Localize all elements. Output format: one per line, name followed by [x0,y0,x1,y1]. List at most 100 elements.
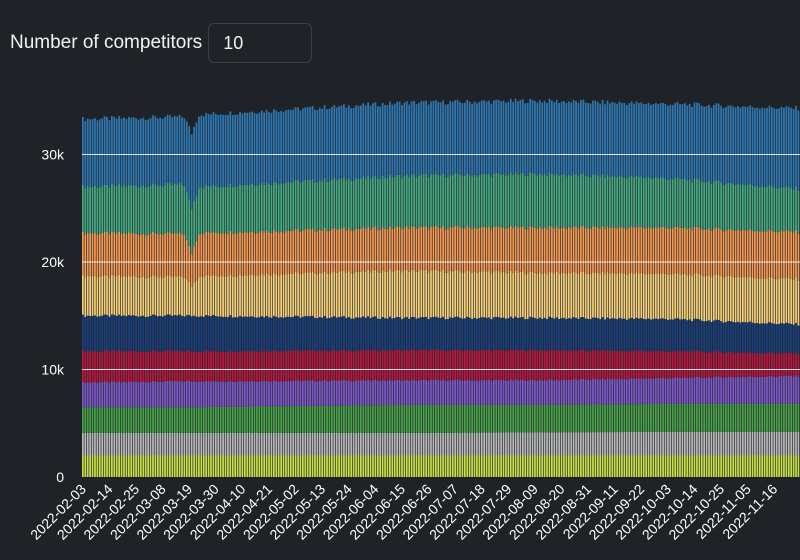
bar-segment [246,232,249,276]
bar-segment [193,455,195,477]
bar-segment [531,172,534,227]
bar-segment [391,228,394,272]
bar-segment [725,352,727,378]
bar-segment [705,377,708,404]
bar-segment [328,230,331,274]
bar-segment [577,273,580,319]
bar-segment [246,112,249,185]
bar-segment [775,232,778,280]
bar-segment [565,274,568,320]
bar-segment [766,455,768,477]
bar-segment [775,431,778,456]
bar-segment [297,432,299,456]
bar-segment [343,432,345,456]
bar-segment [84,383,87,408]
bar-segment [787,403,790,432]
bar-segment [543,404,546,433]
bar-segment [425,174,428,227]
bar-segment [161,351,164,383]
bar-segment [256,381,258,407]
bar-segment [454,270,457,317]
bar-segment [393,432,396,456]
bar-segment [601,173,604,226]
bar-segment [350,108,353,181]
bar-segment [246,351,249,382]
bar-segment [140,316,142,352]
bar-segment [553,455,556,477]
bar-segment [587,455,589,477]
bar-segment [224,381,227,407]
bar-segment [773,278,776,324]
bar-segment [280,183,282,232]
bar-segment [613,318,616,351]
bar-segment [480,226,483,272]
bar-segment [558,455,560,477]
bar-segment [89,119,91,188]
bar-segment [737,376,739,404]
bar-segment [335,405,338,433]
bar-segment [144,278,147,318]
bar-segment [638,404,640,432]
bar-segment [171,381,174,408]
competitors-input[interactable] [208,23,313,63]
bar-segment [505,318,507,351]
bar-segment [447,319,449,352]
bar-segment [770,376,773,404]
bar-segment [253,381,256,407]
bar-segment [350,455,353,477]
bar-segment [575,432,577,456]
bar-segment [671,179,674,229]
bar-segment [681,227,684,275]
bar-segment [386,350,389,381]
bar-segment [393,318,396,351]
bar-segment [285,231,287,275]
bar-segment [500,455,502,477]
bar-segment [444,381,447,405]
bar-segment [676,102,679,178]
bar-segment [792,376,795,404]
bar-segment [140,432,142,456]
bar-segment [345,455,348,477]
bar-segment [393,176,396,229]
bar-segment [473,227,476,272]
bar-segment [594,350,597,379]
bar-segment [123,232,125,276]
bar-segment [471,273,473,320]
bar-segment [514,172,517,226]
bar-segment [657,227,660,275]
bar-segment [214,455,217,477]
bar-segment [551,173,553,228]
bar-segment [746,184,749,231]
bar-segment [756,277,759,323]
bar-segment [248,455,251,477]
bar-segment [596,318,599,351]
bar-segment [700,275,703,321]
bar-segment [592,317,594,350]
bar-segment [98,455,101,477]
bar-segment [534,455,536,477]
bar-segment [219,316,222,352]
bar-segment [565,432,568,456]
bar-segment [582,271,585,318]
bar-segment [364,432,367,456]
bar-segment [118,184,120,232]
bar-segment [217,276,220,317]
bar-segment [147,455,150,477]
bar-segment [405,455,408,477]
bar-segment [309,405,311,433]
bar-segment [149,381,152,408]
bar-segment [451,455,454,477]
bar-segment [130,381,133,408]
bar-segment [705,403,708,432]
bar-segment [722,353,725,378]
bar-segment [135,351,137,382]
bar-segment [763,403,766,432]
bar-segment [611,102,614,176]
bar-segment [712,377,715,404]
bar-segment [543,100,546,174]
bar-segment [258,275,261,318]
bar-segment [758,403,761,432]
bar-segment [98,187,101,234]
bar-segment [529,455,531,477]
bar-segment [775,403,778,432]
